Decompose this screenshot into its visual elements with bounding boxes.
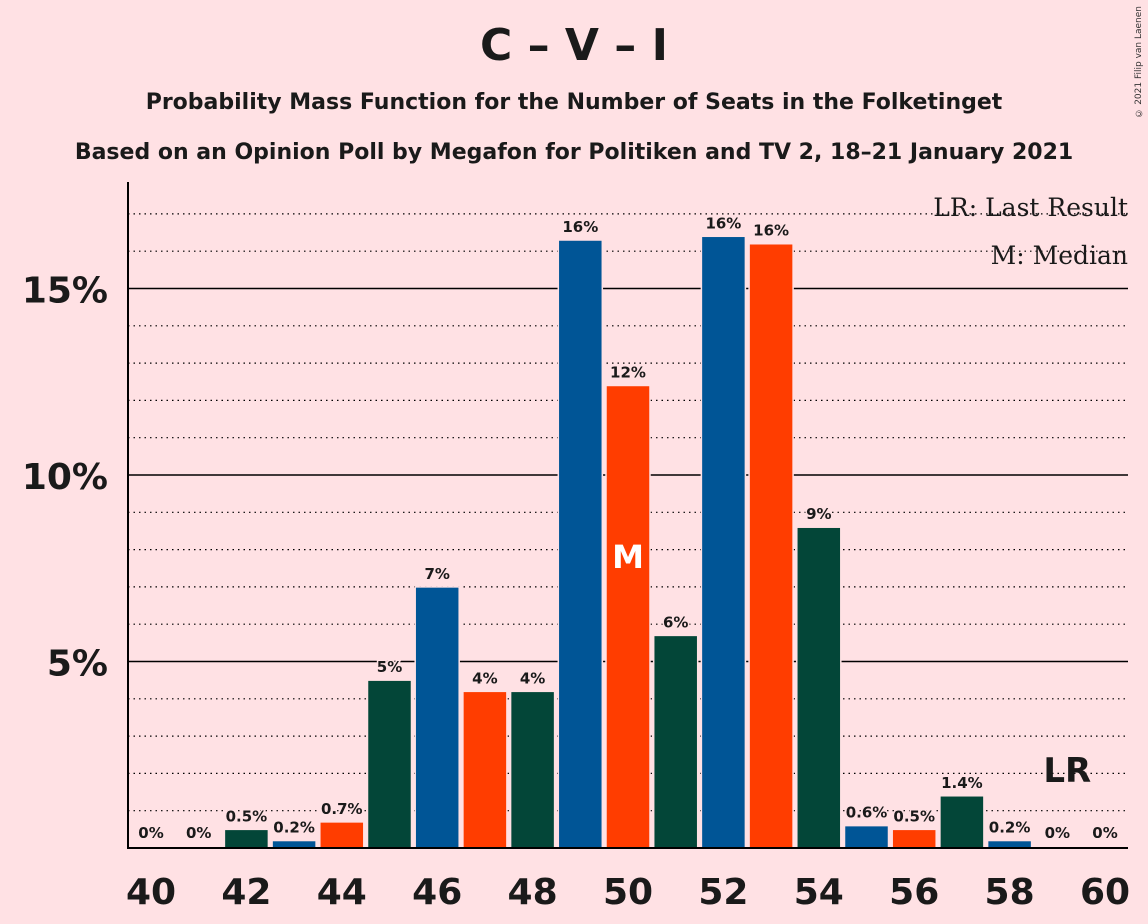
bar-value-label: 4% xyxy=(520,669,545,687)
y-tick-label: 15% xyxy=(22,271,108,312)
x-tick-label: 48 xyxy=(508,872,558,913)
bar-seats-44 xyxy=(319,821,365,849)
bar-value-label: 0.5% xyxy=(226,807,268,825)
chart-subtitle-2: Based on an Opinion Poll by Megafon for … xyxy=(74,140,1074,165)
bar-value-label: 0.7% xyxy=(321,800,363,818)
bar-seats-50 xyxy=(605,384,651,849)
bar-value-label: 12% xyxy=(610,363,646,381)
bar-value-label: 0% xyxy=(186,824,211,842)
chart-subtitle: Probability Mass Function for the Number… xyxy=(145,90,1003,115)
bar-value-label: 5% xyxy=(377,658,402,676)
bar-seats-55 xyxy=(843,824,890,849)
bar-seats-53 xyxy=(748,242,794,849)
bar-value-label: 9% xyxy=(806,505,831,523)
bar-seats-42 xyxy=(223,828,270,849)
bar-seats-54 xyxy=(796,526,842,849)
bar-value-label: 0% xyxy=(1045,824,1070,842)
x-tick-label: 42 xyxy=(221,872,271,913)
bar-value-label: 0.6% xyxy=(846,804,888,822)
bar-value-label: 0.5% xyxy=(893,807,935,825)
bar-value-label: 16% xyxy=(705,214,741,232)
x-tick-label: 56 xyxy=(889,872,939,913)
bar-value-label: 16% xyxy=(562,218,598,236)
x-tick-label: 54 xyxy=(794,872,844,913)
bar-seats-46 xyxy=(414,586,460,849)
bar-value-label: 6% xyxy=(663,613,688,631)
legend-median: M: Median xyxy=(990,241,1128,270)
bar-seats-47 xyxy=(462,690,508,849)
y-tick-label: 5% xyxy=(47,644,108,685)
bar-value-label: 0.2% xyxy=(273,819,315,837)
bar-seats-45 xyxy=(366,679,413,849)
bar-seats-49 xyxy=(557,239,604,849)
last-result-marker: LR xyxy=(1043,751,1091,791)
median-marker: M xyxy=(612,538,644,576)
x-tick-label: 40 xyxy=(126,872,176,913)
x-tick-label: 52 xyxy=(698,872,748,913)
x-tick-label: 58 xyxy=(985,872,1035,913)
y-tick-label: 10% xyxy=(22,457,108,498)
bar-seats-57 xyxy=(939,795,985,849)
x-tick-label: 46 xyxy=(412,872,462,913)
bar-seats-43 xyxy=(271,839,317,849)
bar-value-label: 0% xyxy=(1092,824,1117,842)
bar-value-label: 4% xyxy=(472,669,497,687)
bar-seats-56 xyxy=(891,828,937,849)
legend: LR: Last Result M: Median xyxy=(933,184,1128,280)
bar-value-label: 7% xyxy=(424,565,449,583)
chart-title: C – V – I xyxy=(480,20,668,71)
bar-value-label: 0.2% xyxy=(989,819,1031,837)
bar-value-label: 0% xyxy=(138,824,163,842)
bar-value-label: 16% xyxy=(753,222,789,240)
bar-value-label: 1.4% xyxy=(941,774,983,792)
x-tick-label: 60 xyxy=(1080,872,1130,913)
bar-seats-52 xyxy=(700,235,747,849)
legend-last-result: LR: Last Result xyxy=(933,193,1128,222)
bar-seats-48 xyxy=(509,690,556,849)
x-tick-label: 50 xyxy=(603,872,653,913)
x-tick-label: 44 xyxy=(317,872,367,913)
bar-seats-58 xyxy=(986,839,1033,849)
bar-seats-51 xyxy=(652,634,699,849)
